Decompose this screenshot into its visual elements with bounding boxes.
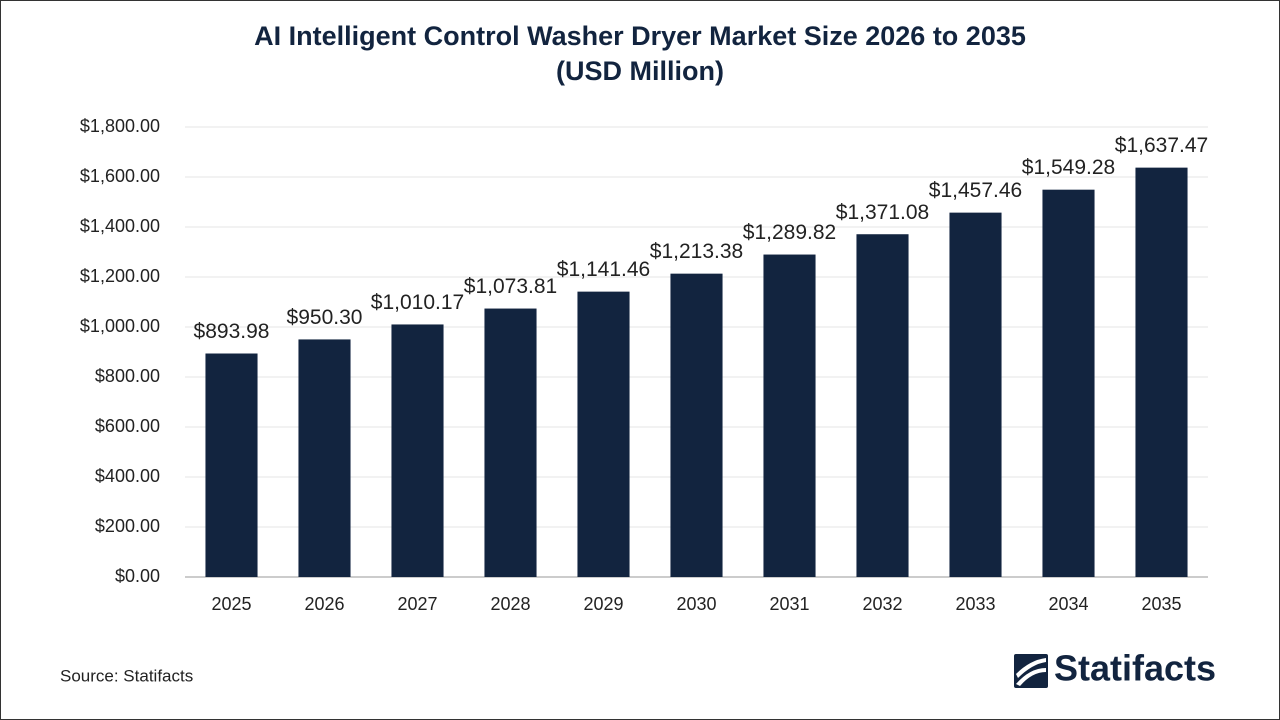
bar [391,324,444,577]
x-tick-label: 2031 [769,594,809,614]
y-tick-label: $0.00 [115,566,160,586]
bar [1135,167,1188,577]
bar [949,212,1002,577]
bar [670,273,723,577]
y-tick-label: $1,200.00 [80,266,160,286]
bar [763,254,816,578]
bar [205,353,258,577]
value-label: $1,457.46 [929,179,1022,202]
x-tick-label: 2029 [583,594,623,614]
value-label: $1,010.17 [371,291,464,314]
y-tick-label: $1,400.00 [80,216,160,236]
x-tick-label: 2025 [211,594,251,614]
bar [856,234,909,578]
x-tick-label: 2027 [397,594,437,614]
x-tick-label: 2032 [862,594,902,614]
x-tick-label: 2035 [1141,594,1181,614]
x-tick-label: 2033 [955,594,995,614]
x-tick-label: 2028 [490,594,530,614]
y-tick-label: $1,800.00 [80,116,160,136]
value-label: $1,371.08 [836,201,929,224]
bar [1042,189,1095,577]
x-tick-label: 2034 [1048,594,1088,614]
y-tick-label: $1,600.00 [80,166,160,186]
value-label: $893.98 [194,320,270,343]
y-tick-label: $200.00 [95,516,160,536]
logo-icon [1014,654,1048,688]
logo-text: Statifacts [1054,648,1216,689]
value-label: $1,289.82 [743,221,836,244]
y-tick-label: $400.00 [95,466,160,486]
bar [577,291,630,577]
x-tick-label: 2026 [304,594,344,614]
y-tick-label: $600.00 [95,416,160,436]
chart-subtitle: (USD Million) [556,56,724,86]
value-label: $1,213.38 [650,240,743,263]
value-label: $1,073.81 [464,275,557,298]
y-tick-label: $800.00 [95,366,160,386]
chart-title: AI Intelligent Control Washer Dryer Mark… [254,21,1026,51]
bar [298,339,351,577]
bar [484,308,537,577]
value-label: $1,549.28 [1022,156,1115,179]
value-label: $950.30 [287,306,363,329]
y-tick-label: $1,000.00 [80,316,160,336]
source: Source: Statifacts [60,666,193,685]
value-label: $1,637.47 [1115,134,1208,157]
value-label: $1,141.46 [557,258,650,281]
x-tick-label: 2030 [676,594,716,614]
